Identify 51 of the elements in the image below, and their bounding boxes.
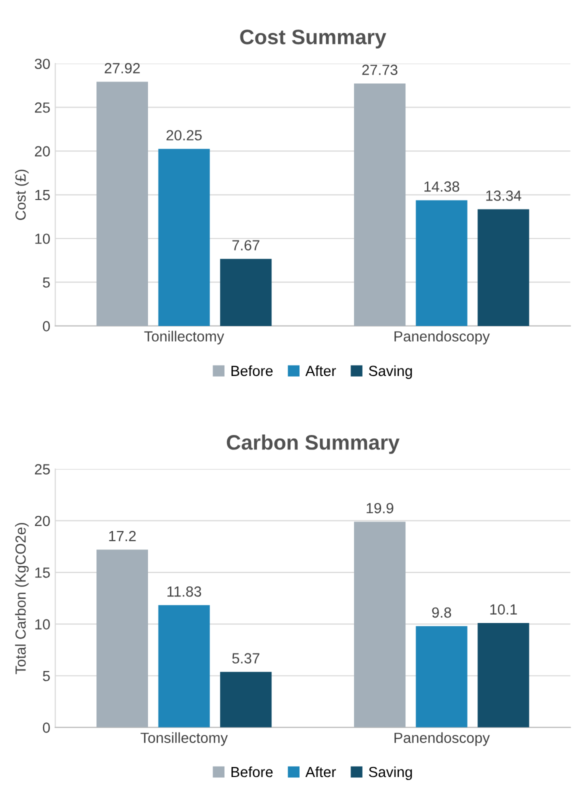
y-axis-title: Cost (£) [15,170,29,220]
legend-label: Saving [368,766,412,780]
data-label: 19.9 [366,502,394,514]
data-label: 11.83 [167,586,202,597]
data-label: 27.73 [362,64,398,76]
bar [220,258,272,326]
data-label: 27.92 [104,63,140,74]
y-tick-label: 15 [35,190,50,200]
bar [354,83,406,326]
y-axis-title: Total Carbon (KgCO2e) [15,522,29,674]
y-tick-label: 15 [35,568,50,578]
legend-label: After [305,365,336,376]
y-tick-label: 25 [34,464,50,474]
bar [158,605,210,728]
bar [416,200,468,326]
data-label: 5.37 [232,653,260,664]
x-tick-label: Panendoscopy [394,732,490,746]
y-tick-label: 30 [34,58,50,70]
bar [416,626,468,728]
data-label: 9.8 [432,607,452,618]
y-tick-label: 10 [35,234,50,244]
bar [158,148,210,326]
data-label: 14.38 [424,181,460,192]
chart-title: Carbon Summary [226,434,400,454]
y-tick-label: 10 [35,619,50,630]
bar [478,623,530,728]
legend-label: Before [232,365,273,376]
bar [478,209,530,326]
data-label: 10.1 [490,604,517,615]
bar [96,82,148,326]
y-tick-label: 25 [34,102,50,113]
y-tick-label: 0 [42,321,50,332]
legend-label: After [305,766,336,778]
data-label: 13.34 [486,190,522,201]
bar [220,672,272,728]
x-tick-label: Tonsillectomy [140,732,228,746]
chart-title: Cost Summary [240,30,386,48]
legend-label: Before [232,766,273,778]
data-label: 7.67 [232,240,260,250]
legend-label: Saving [368,365,412,379]
bar [96,550,148,728]
x-tick-label: Tonillectomy [144,330,224,344]
y-tick-label: 20 [34,516,50,526]
data-label: 20.25 [166,130,202,140]
bar [354,522,406,728]
x-tick-label: Panendoscopy [394,330,490,344]
y-tick-label: 5 [42,671,50,682]
y-tick-label: 20 [34,146,50,156]
data-label: 17.2 [109,530,136,542]
y-tick-label: 0 [42,722,50,733]
y-tick-label: 5 [42,277,50,288]
